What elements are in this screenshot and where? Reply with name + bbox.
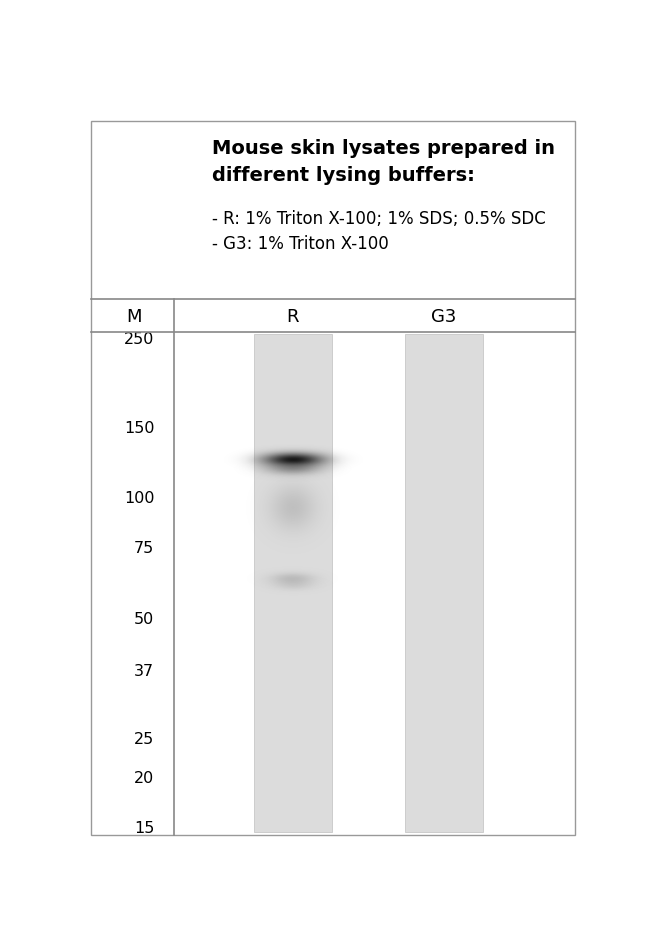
Text: G3: G3 [431,308,457,326]
Bar [254,334,332,832]
Text: 37: 37 [134,664,154,679]
Text: - R: 1% Triton X-100; 1% SDS; 0.5% SDC
- G3: 1% Triton X-100: - R: 1% Triton X-100; 1% SDS; 0.5% SDC -… [212,210,546,254]
Text: R: R [287,308,299,326]
Text: 75: 75 [134,541,154,556]
Text: 100: 100 [124,491,154,506]
Text: Mouse skin lysates prepared in
different lysing buffers:: Mouse skin lysates prepared in different… [212,139,555,184]
Text: 50: 50 [134,612,154,627]
Bar [405,334,483,832]
Text: M: M [126,308,142,326]
Text: 20: 20 [134,771,154,786]
FancyBboxPatch shape [91,121,575,834]
Text: 15: 15 [134,821,154,836]
Text: 250: 250 [124,332,154,347]
Text: 150: 150 [124,421,154,436]
Text: 25: 25 [134,732,154,747]
